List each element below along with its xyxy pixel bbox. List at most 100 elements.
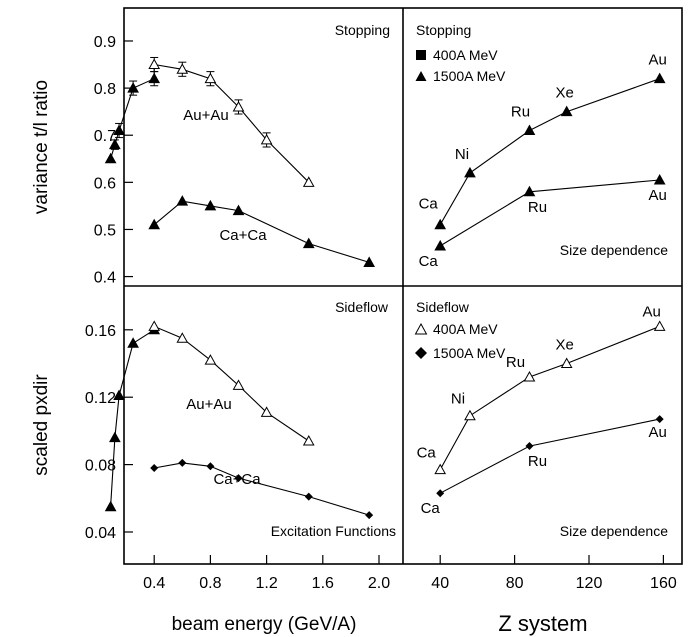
filled-triangle-marker [464, 166, 476, 178]
x-tick-label: 120 [576, 575, 603, 592]
axis-ticks: 0.4 0.5 0.6 0.7 0.8 0.9 0.04 0.08 0.12 0.16 0.4 0.8… [85, 34, 677, 592]
x-tick-label: 1.2 [255, 575, 277, 592]
filled-triangle-marker [434, 218, 447, 230]
point-label: Xe [556, 337, 574, 354]
diamond-marker [365, 511, 374, 520]
diamond-marker [206, 462, 215, 471]
ylabel-bottom: scaled pxdir [31, 374, 52, 476]
open-triangle-marker [302, 434, 315, 446]
point-label: Au [649, 424, 667, 441]
filled-triangle-marker [653, 173, 666, 185]
point-label: Ca [421, 500, 441, 517]
legend-triangle-marker [415, 71, 427, 81]
point-label: Ca [419, 253, 439, 270]
panel-annotation-size-top: Size dependence [560, 242, 668, 258]
open-triangle-marker [176, 332, 189, 343]
series-line [439, 179, 660, 247]
panel-annotation-excitation: Excitation Functions [271, 523, 396, 539]
filled-triangle-marker [148, 72, 161, 84]
point-label: Ru [528, 199, 547, 216]
series-line [439, 78, 660, 225]
point-label: Ca [417, 445, 437, 462]
y-tick-label: 0.8 [94, 81, 116, 98]
point-label: Au [649, 187, 667, 204]
x-tick-label: 1.6 [312, 575, 334, 592]
panel-annotation-size-bottom: Size dependence [560, 523, 668, 539]
legend-top-right: Stopping 400A MeV 1500A MeV [415, 22, 506, 84]
filled-triangle-marker [653, 72, 666, 84]
series-layer: Au+Au Ca+Ca Au+Au Ca+Ca Ca Ni Ru Xe Au Ca Ru Au Ca Ni… [104, 52, 667, 520]
point-label: Ru [511, 104, 530, 121]
y-tick-label: 0.04 [85, 525, 116, 542]
filled-triangle-marker [302, 237, 315, 249]
x-tick-label: 0.8 [199, 575, 221, 592]
y-tick-label: 0.4 [94, 270, 116, 287]
filled-triangle-marker [176, 195, 189, 206]
point-label: Ca [419, 196, 439, 213]
filled-triangle-marker [127, 82, 139, 93]
legend-bottom-right: Sideflow 400A MeV 1500A MeV [414, 299, 506, 361]
y-tick-label: 0.7 [94, 128, 116, 145]
filled-triangle-marker [109, 138, 121, 150]
y-tick-label: 0.5 [94, 222, 116, 239]
filled-triangle-marker [232, 204, 245, 216]
y-tick-label: 0.12 [85, 390, 116, 407]
filled-triangle-marker [113, 389, 125, 401]
series-line [154, 462, 370, 516]
diamond-marker [304, 492, 313, 501]
open-triangle-marker [523, 370, 536, 382]
diamond-marker [655, 415, 664, 424]
y-tick-label: 0.9 [94, 34, 116, 51]
open-triangle-marker [434, 463, 447, 475]
point-label: Ni [455, 146, 469, 163]
filled-triangle-marker [109, 431, 121, 443]
open-triangle-marker [232, 379, 245, 390]
filled-triangle-marker [127, 337, 139, 348]
panel-annotation-sideflow: Sideflow [335, 299, 389, 315]
series-line [110, 325, 310, 507]
filled-triangle-marker [113, 124, 125, 136]
legend-entry-label: 1500A MeV [433, 68, 506, 84]
open-triangle-marker [560, 357, 573, 369]
ylabel-top: variance t/l ratio [31, 80, 52, 214]
x-tick-label: 160 [650, 575, 677, 592]
point-label: Ni [451, 391, 465, 408]
point-label: Ru [528, 453, 547, 470]
filled-triangle-marker [104, 500, 117, 512]
filled-triangle-marker [434, 239, 447, 251]
open-triangle-marker [260, 133, 273, 145]
legend-entry-label: 1500A MeV [433, 345, 506, 361]
point-label: Au [643, 303, 661, 320]
open-triangle-marker [148, 58, 161, 70]
diamond-marker [436, 489, 445, 498]
filled-triangle-marker [104, 152, 117, 164]
x-tick-label: 2.0 [368, 575, 390, 592]
legend-entry-label: 400A MeV [433, 321, 498, 337]
open-triangle-marker [176, 63, 189, 74]
open-triangle-marker [653, 320, 666, 331]
series-line [439, 418, 660, 494]
point-label: Ru [506, 354, 525, 371]
curve-label: Au+Au [186, 396, 231, 413]
diamond-marker [178, 458, 187, 467]
y-tick-label: 0.16 [85, 323, 116, 340]
open-triangle-marker [302, 176, 315, 187]
open-triangle-marker [204, 354, 217, 365]
xlabel-right: Z system [498, 611, 587, 636]
open-triangle-marker [260, 406, 273, 417]
x-tick-label: 0.4 [143, 575, 165, 592]
point-label: Au [649, 52, 667, 69]
filled-triangle-marker [363, 256, 376, 267]
filled-triangle-marker [523, 124, 536, 136]
filled-triangle-marker [523, 185, 536, 197]
legend-open-triangle-marker [414, 322, 428, 335]
xlabel-left: beam energy (GeV/A) [172, 614, 357, 635]
legend-entry-label: 400A MeV [433, 47, 498, 63]
point-label: Xe [556, 85, 574, 102]
legend-title: Sideflow [416, 299, 470, 315]
x-tick-label: 40 [431, 575, 449, 592]
legend-square-marker [416, 50, 426, 60]
filled-triangle-marker [148, 218, 161, 230]
curve-label: Au+Au [183, 107, 228, 124]
